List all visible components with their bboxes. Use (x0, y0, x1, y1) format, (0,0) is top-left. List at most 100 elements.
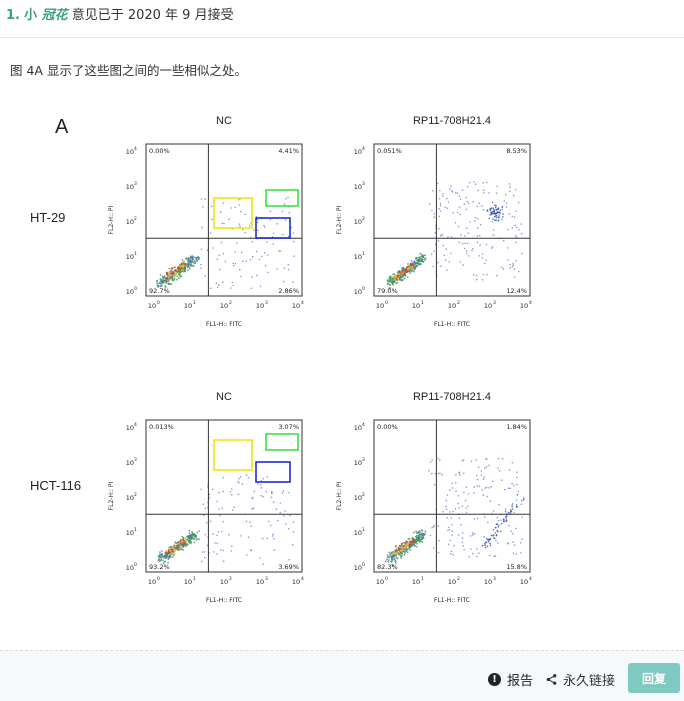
data-dot (511, 227, 514, 229)
data-dot (504, 510, 507, 513)
data-dot (433, 250, 436, 253)
data-dot (421, 533, 424, 536)
permalink-button[interactable]: 永久链接 (546, 670, 615, 689)
y-tick-exponent: 2 (362, 216, 365, 222)
data-dot (394, 559, 397, 562)
data-dot (459, 474, 461, 476)
data-dot (519, 542, 522, 544)
data-dot (444, 206, 447, 209)
data-dot (498, 470, 501, 472)
data-dot (445, 505, 447, 508)
data-dot (292, 281, 294, 283)
data-dot (449, 511, 451, 513)
data-dot (233, 506, 235, 509)
y-tick-label: 10 (126, 218, 134, 226)
data-dot (181, 535, 184, 538)
data-dot (465, 208, 468, 211)
data-dot (396, 281, 399, 284)
data-dot (441, 233, 444, 236)
data-dot (500, 519, 502, 521)
data-dot (460, 523, 462, 526)
data-dot (420, 529, 423, 532)
data-dot (481, 257, 484, 260)
quadrant-top-left-label: 0.00% (149, 147, 170, 155)
data-dot (289, 514, 292, 517)
data-dot (475, 274, 478, 277)
x-tick-exponent: 4 (529, 576, 532, 582)
data-dot (220, 530, 223, 533)
data-dot (209, 232, 212, 234)
data-dot (260, 484, 262, 486)
data-dot (471, 249, 473, 252)
data-dot (204, 556, 206, 559)
data-dot (467, 232, 470, 234)
data-dot (507, 259, 509, 261)
data-dot (253, 490, 256, 493)
data-dot (176, 541, 180, 544)
data-dot (417, 534, 420, 537)
data-dot (489, 214, 491, 216)
data-dot (270, 491, 273, 493)
data-dot (409, 272, 412, 275)
plot-title: NC (216, 391, 232, 403)
data-dot (452, 211, 455, 214)
data-dot (489, 500, 492, 503)
data-dot (483, 516, 486, 518)
data-dot (418, 541, 421, 543)
data-dot (170, 269, 173, 272)
data-dot (501, 206, 504, 208)
data-dot (463, 548, 466, 551)
x-tick-label: 10 (376, 302, 384, 310)
data-dot (496, 529, 498, 532)
data-dot (392, 273, 394, 276)
data-dot (238, 223, 241, 225)
data-dot (263, 252, 266, 254)
data-dot (500, 479, 503, 482)
x-axis-label: FL1-H:: FITC (206, 321, 242, 328)
data-dot (159, 285, 162, 288)
data-dot (272, 533, 274, 536)
data-dot (293, 255, 296, 257)
data-dot (193, 533, 195, 535)
data-dot (256, 218, 259, 221)
data-dot (456, 192, 459, 194)
data-dot (523, 497, 525, 499)
data-dot (472, 248, 474, 250)
data-dot (486, 210, 489, 212)
data-dot (445, 248, 447, 250)
x-tick-label: 10 (256, 302, 264, 310)
data-dot (256, 229, 259, 232)
data-dot (158, 558, 161, 561)
data-dot (260, 494, 263, 497)
data-dot (492, 218, 494, 220)
data-dot (401, 276, 404, 279)
data-dot (484, 262, 486, 265)
data-dot (505, 202, 508, 204)
data-dot (503, 200, 506, 202)
x-axis-label: FL1-H:: FITC (434, 321, 470, 328)
data-dot (266, 241, 268, 243)
data-dot (283, 267, 286, 269)
data-dot (416, 542, 419, 545)
data-dot (180, 548, 183, 551)
data-dot (505, 206, 508, 208)
reply-button[interactable]: 回复 (628, 663, 680, 693)
data-dot (400, 557, 402, 559)
data-dot (164, 285, 167, 287)
data-dot (211, 488, 214, 491)
data-dot (240, 476, 242, 478)
data-dot (415, 262, 418, 265)
quadrant-top-right-label: 3.07% (278, 423, 299, 431)
data-dot (384, 560, 387, 563)
report-button[interactable]: ! 报告 (488, 670, 533, 689)
data-dot (403, 277, 406, 280)
data-dot (181, 259, 184, 261)
data-dot (164, 280, 167, 283)
data-dot (465, 196, 468, 199)
reviewer-name[interactable]: 小 冠花 (24, 8, 68, 23)
data-dot (220, 241, 223, 244)
data-dot (437, 472, 440, 475)
data-dot (204, 275, 207, 277)
data-dot (476, 485, 478, 487)
data-dot (198, 530, 201, 532)
